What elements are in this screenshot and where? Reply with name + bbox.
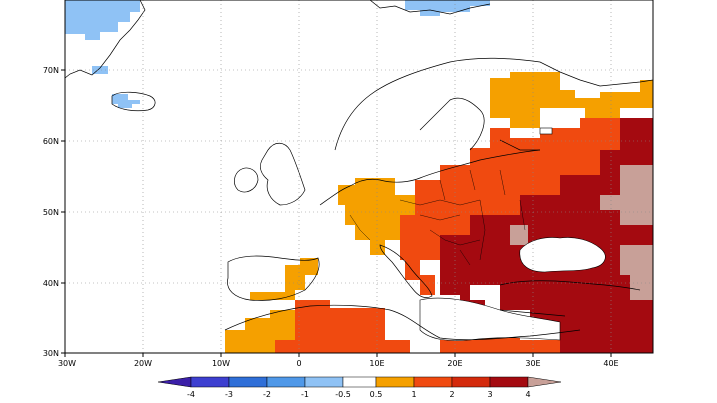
lat-tick-label: 60N — [43, 137, 59, 146]
colorbar-swatch — [266, 376, 306, 388]
colorbar-swatch-gt-4 — [527, 376, 562, 388]
warm-1-iberia — [250, 258, 318, 300]
map-border — [64, 0, 654, 354]
coastlines — [64, 0, 654, 341]
lat-axis: 30N 40N 50N 60N 70N — [43, 66, 65, 358]
british-isles-coast — [234, 142, 306, 206]
iberia-coast — [227, 255, 320, 301]
colorbar: -4 -3 -2 -1 -0.5 0.5 1 2 3 4 — [157, 376, 562, 399]
iceland-anomaly — [112, 94, 140, 108]
colorbar-swatch — [304, 376, 344, 388]
warm-2-north-africa — [275, 300, 410, 353]
warm-1-france — [338, 178, 415, 255]
iceland-coast — [111, 91, 156, 112]
colorbar-swatch — [228, 376, 268, 388]
lat-tick-label: 50N — [43, 208, 59, 217]
svalbard-anomaly — [405, 0, 490, 16]
colorbar-swatch — [489, 376, 529, 388]
map-area — [64, 0, 654, 354]
turkey-coast — [499, 280, 641, 317]
lon-tick-label: 10E — [369, 359, 384, 368]
colorbar-swatch — [451, 376, 491, 388]
warm-2-italy — [400, 240, 435, 295]
lon-tick-label: 20E — [447, 359, 462, 368]
lat-tick-label: 70N — [43, 66, 59, 75]
colorbar-swatch — [190, 376, 230, 388]
greenland-anomaly — [65, 0, 140, 40]
colorbar-label: 0.5 — [370, 390, 383, 399]
greenland-coast-anomaly — [92, 66, 108, 74]
lon-tick-label: 30W — [58, 359, 76, 368]
colorbar-label: 1 — [411, 390, 416, 399]
lat-tick-label: 40N — [43, 279, 59, 288]
colorbar-swatch — [413, 376, 453, 388]
colorbar-label: 2 — [449, 390, 454, 399]
colorbar-label: -4 — [187, 390, 195, 399]
colorbar-swatch — [342, 376, 377, 388]
warm-3-balkans — [440, 260, 485, 315]
warm-4-crimea — [510, 225, 528, 245]
warm-3-eastern-europe — [440, 118, 653, 353]
warm-4-caucasus — [620, 245, 653, 300]
scandinavia-coast — [334, 57, 654, 151]
cool-anomaly-regions — [65, 0, 490, 108]
colorbar-label: -2 — [263, 390, 271, 399]
warm-1-scandinavia — [490, 72, 653, 128]
lon-tick-label: 0 — [296, 359, 301, 368]
lon-tick-label: 10W — [212, 359, 230, 368]
warm-1-africa — [225, 310, 295, 353]
lon-tick-label: 20W — [134, 359, 152, 368]
colorbar-label: -0.5 — [335, 390, 351, 399]
warm-4-russia — [600, 165, 653, 225]
colorbar-label: 4 — [525, 390, 530, 399]
lon-tick-label: 40E — [603, 359, 618, 368]
italy-coast — [379, 244, 433, 298]
country-borders — [349, 169, 526, 266]
colorbar-swatch — [375, 376, 415, 388]
mainland-europe-coast — [319, 149, 541, 206]
lon-tick-label: 30E — [525, 359, 540, 368]
black-sea — [519, 237, 606, 273]
white-sea — [539, 127, 553, 135]
colorbar-label: -3 — [225, 390, 233, 399]
lat-tick-label: 30N — [43, 349, 59, 358]
greenland-coast — [64, 0, 146, 79]
colorbar-label: 3 — [487, 390, 492, 399]
colorbar-label: -1 — [301, 390, 309, 399]
svalbard-coast — [369, 0, 491, 15]
lon-axis: 30W 20W 10W 0 10E 20E 30E 40E — [58, 353, 619, 368]
colorbar-swatch-lt-4 — [157, 376, 192, 388]
north-africa-coast — [224, 304, 581, 341]
